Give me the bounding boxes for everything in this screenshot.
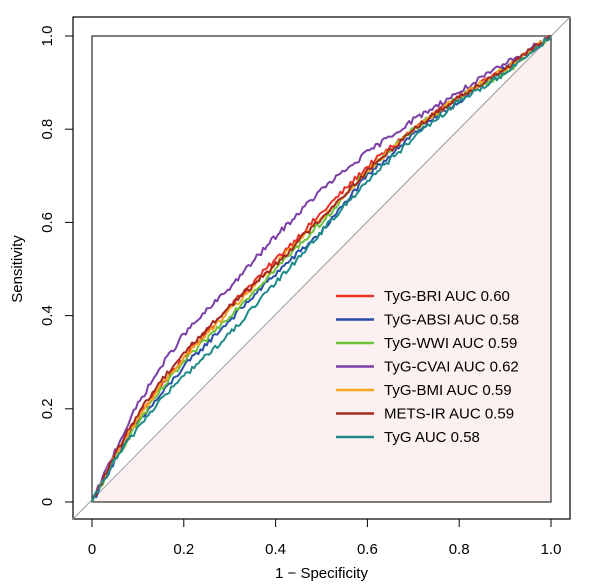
x-tick-label: 0.2 — [173, 541, 194, 558]
y-tick-label: 0.4 — [39, 305, 56, 326]
y-tick-label: 0.2 — [39, 398, 56, 419]
legend-label: TyG-BMI AUC 0.59 — [384, 382, 512, 399]
legend-label: METS-IR AUC 0.59 — [384, 406, 514, 423]
reference-diagonal — [72, 16, 571, 520]
legend: TyG-BRI AUC 0.60 TyG-ABSI AUC 0.58 TyG-WWI… — [336, 288, 519, 446]
series-line-7 — [91, 35, 552, 503]
legend-label: TyG AUC 0.58 — [384, 429, 480, 446]
x-tick-label: 0.4 — [265, 541, 286, 558]
legend-label: TyG-BRI AUC 0.60 — [384, 288, 510, 305]
legend-label: TyG-ABSI AUC 0.58 — [384, 312, 519, 329]
y-tick-label: 1.0 — [39, 26, 56, 47]
legend-label: TyG-WWI AUC 0.59 — [384, 335, 517, 352]
legend-label: TyG-CVAI AUC 0.62 — [384, 359, 519, 376]
x-tick-label: 0.6 — [357, 541, 378, 558]
y-tick-label: 0 — [39, 498, 56, 506]
series-line-6 — [91, 35, 551, 503]
x-tick-label: 1.0 — [541, 541, 562, 558]
x-axis: 0 0.2 0.4 0.6 0.8 1.0 — [88, 518, 562, 558]
series-layer — [91, 35, 552, 503]
y-axis-title: Sensitivity — [9, 235, 26, 303]
y-tick-label: 0.8 — [39, 119, 56, 140]
x-axis-title: 1 − Specificity — [275, 565, 368, 582]
inner-box — [91, 35, 552, 503]
series-line-4 — [91, 35, 552, 503]
y-axis: 0 0.2 0.4 0.6 0.8 1.0 — [39, 26, 74, 506]
x-tick-label: 0 — [88, 541, 96, 558]
x-tick-label: 0.8 — [449, 541, 470, 558]
y-tick-label: 0.6 — [39, 212, 56, 233]
